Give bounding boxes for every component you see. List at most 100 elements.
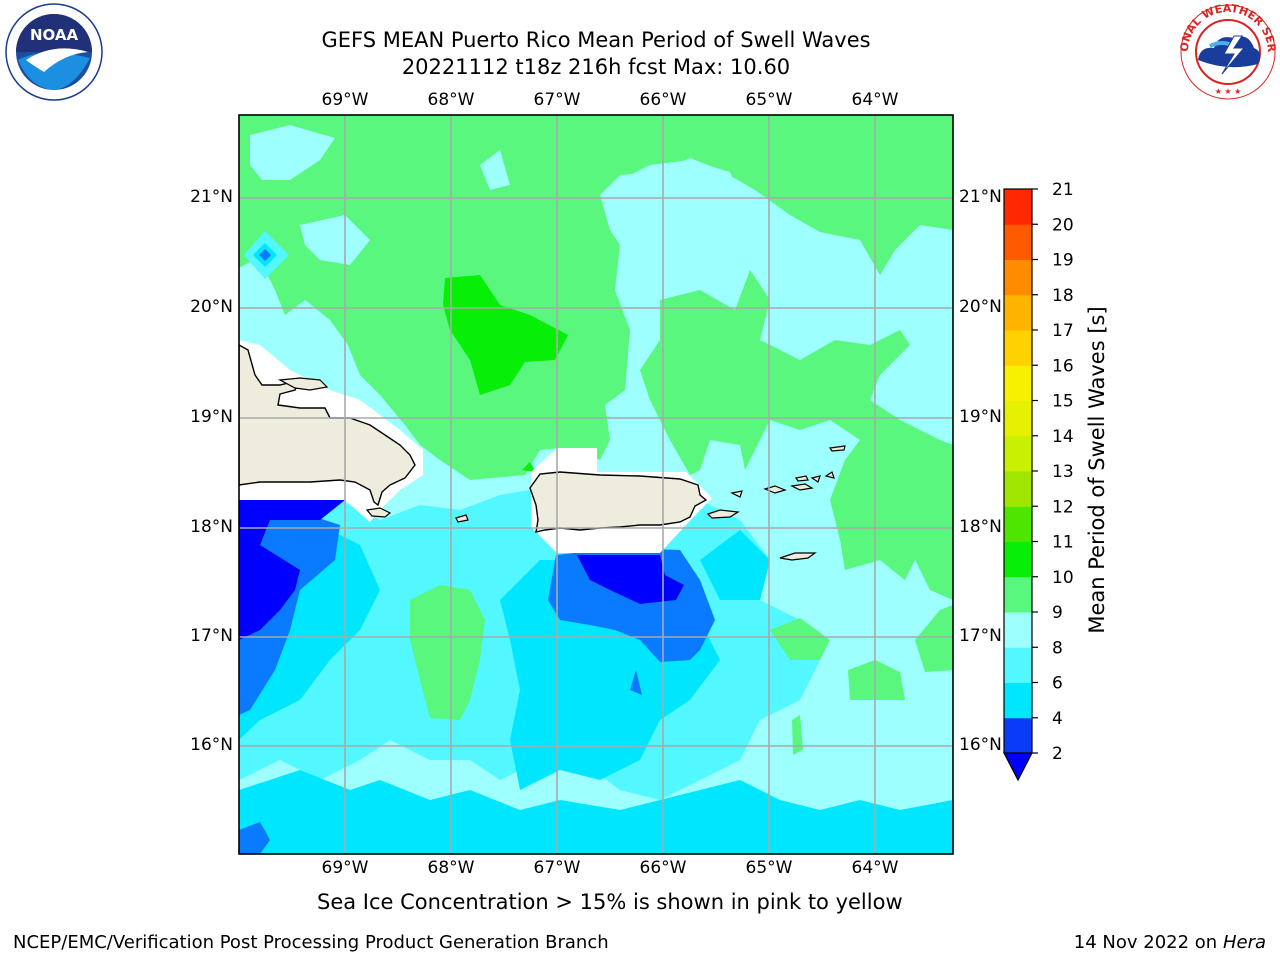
colorbar-tick-label: 16: [1052, 356, 1074, 376]
colorbar-segment-20: [1004, 189, 1032, 225]
lon-label-top-69w: 69°W: [321, 90, 369, 110]
colorbar-tick-label: 6: [1052, 674, 1063, 694]
colorbar-tick-label: 12: [1052, 497, 1074, 517]
land-sombrero: [824, 471, 835, 479]
colorbar-segment-12: [1004, 471, 1032, 507]
colorbar-tick-label: 9: [1052, 603, 1063, 623]
land-vieques: [706, 509, 740, 519]
colorbar: 2 4 6 8 9 10 11 12 13 14 15 16 17 18 19 20 21: [1003, 180, 1074, 782]
contour-2-4-sw-corner: [239, 822, 270, 854]
noaa-logo-text: NOAA: [30, 26, 79, 44]
svg-text:★ ★ ★: ★ ★ ★: [1215, 87, 1242, 96]
contour-9-10-se3: [915, 605, 953, 672]
contour-2-4-small: [630, 670, 642, 695]
contour-9-10-south-center: [410, 585, 485, 720]
colorbar-segment-2: [1004, 717, 1032, 754]
colorbar-segment-15: [1004, 365, 1032, 401]
land-puerto-rico: [529, 471, 708, 533]
colorbar-segment-4: [1004, 682, 1032, 719]
colorbar-segment-18: [1004, 259, 1032, 296]
lat-label-right-21n: 21°N: [959, 187, 1002, 207]
colorbar-tick-label: 15: [1052, 392, 1074, 412]
colorbar-segment-19: [1004, 224, 1032, 260]
contour-4-6-south-strip: [239, 770, 953, 854]
map-title-line1: GEFS MEAN Puerto Rico Mean Period of Swe…: [321, 28, 871, 52]
land-hispaniola-north-coast: [277, 377, 329, 391]
land-st-croix: [779, 552, 817, 561]
machine-name: Hera: [1222, 932, 1266, 953]
contour-spot-nw-inner: [259, 249, 271, 261]
colorbar-tick-label: 13: [1052, 462, 1074, 482]
contour-9-10-se2: [848, 660, 905, 700]
contour-10-11-small: [522, 462, 536, 472]
lat-label-left-17n: 17°N: [190, 626, 233, 646]
colorbar-tick-label: 21: [1052, 180, 1074, 200]
lon-label-bottom-69w: 69°W: [321, 858, 369, 878]
colorbar-tick-label: 14: [1052, 427, 1074, 447]
contour-8-9-north-center: [480, 150, 510, 190]
contour-8-9-nw2: [300, 215, 370, 265]
map-title-line2: 20221112 t18z 216h fcst Max: 10.60: [401, 55, 791, 79]
lat-label-right-16n: 16°N: [959, 735, 1002, 755]
lat-label-right-19n: 19°N: [959, 407, 1002, 427]
lat-label-right-17n: 17°N: [959, 626, 1002, 646]
colorbar-segment-6: [1004, 647, 1032, 683]
lon-label-bottom-66w: 66°W: [639, 858, 687, 878]
contour-4-6-southeast: [700, 530, 770, 600]
land-culebra: [730, 490, 743, 498]
lon-label-top-67w: 67°W: [533, 90, 581, 110]
nws-logo: NATIONAL WEATHER SERVICE ★ ★ ★: [1178, 2, 1278, 100]
lon-label-bottom-64w: 64°W: [851, 858, 899, 878]
colorbar-tick-label: 10: [1052, 568, 1074, 588]
colorbar-tick-label: 4: [1052, 709, 1063, 729]
land-anegada: [828, 445, 846, 452]
land-mona-island: [455, 514, 469, 523]
colorbar-tick-label: 20: [1052, 215, 1074, 235]
lon-label-top-65w: 65°W: [745, 90, 793, 110]
lat-label-right-18n: 18°N: [959, 517, 1002, 537]
map-frame: [238, 114, 954, 855]
lat-label-left-16n: 16°N: [190, 735, 233, 755]
contour-9-10-north: [239, 115, 953, 480]
graticule: [239, 115, 953, 854]
colorbar-segment-17: [1004, 294, 1032, 331]
lat-label-left-19n: 19°N: [190, 407, 233, 427]
lat-label-right-20n: 20°N: [959, 297, 1002, 317]
lon-label-top-66w: 66°W: [639, 90, 687, 110]
lon-label-bottom-67w: 67°W: [533, 858, 581, 878]
colorbar-title: Mean Period of Swell Waves [s]: [1085, 306, 1109, 634]
colorbar-tick-label: 17: [1052, 321, 1074, 341]
colorbar-tick-label: 2: [1052, 744, 1063, 764]
contour-8-9-nw: [250, 125, 335, 180]
lat-label-left-21n: 21°N: [190, 187, 233, 207]
contour-9-10-se4: [792, 715, 803, 755]
colorbar-tick-label: 8: [1052, 638, 1063, 658]
colorbar-under-triangle: [1003, 752, 1033, 782]
land-virgin-islands-1: [763, 485, 787, 494]
credit-text: NCEP/EMC/Verification Post Processing Pr…: [13, 932, 609, 953]
colorbar-tick-label: 19: [1052, 251, 1074, 271]
colorbar-segment-9: [1004, 576, 1032, 613]
lon-label-top-68w: 68°W: [427, 90, 475, 110]
lat-label-left-18n: 18°N: [190, 517, 233, 537]
contour-9-10-se1: [770, 618, 830, 660]
lon-label-top-64w: 64°W: [851, 90, 899, 110]
sea-ice-note: Sea Ice Concentration > 15% is shown in …: [317, 890, 903, 914]
land-virgin-islands-3: [795, 475, 809, 482]
noaa-logo: NOAA: [5, 3, 103, 101]
land-virgin-islands-4: [810, 475, 821, 483]
land-virgin-islands-2: [790, 483, 814, 491]
land-small-island-1: [365, 507, 392, 518]
contour-under-2-west: [239, 500, 345, 640]
colorbar-segment-10: [1004, 541, 1032, 578]
lon-label-bottom-68w: 68°W: [427, 858, 475, 878]
colorbar-segment-13: [1004, 435, 1032, 472]
colorbar-tick-label: 11: [1052, 533, 1074, 553]
colorbar-tick-label: 18: [1052, 286, 1074, 306]
colorbar-segment-16: [1004, 330, 1032, 366]
lon-label-bottom-65w: 65°W: [745, 858, 793, 878]
colorbar-segment-8: [1004, 612, 1032, 648]
date-text: 14 Nov 2022 on Hera: [1074, 932, 1266, 953]
date-value: 14 Nov 2022 on: [1073, 932, 1218, 953]
